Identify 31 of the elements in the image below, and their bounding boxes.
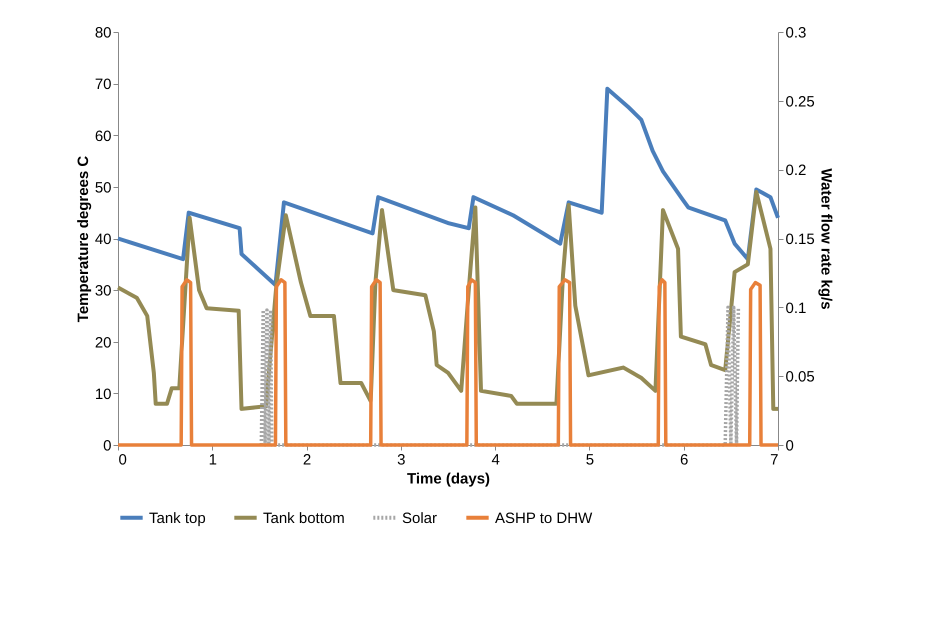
legend-label: ASHP to DHW <box>495 510 594 527</box>
x-tick-label: 2 <box>302 452 312 468</box>
y-tick-label: 30 <box>94 282 112 300</box>
y2-tick-label: 0.25 <box>786 93 815 110</box>
y2-axis-title: Water flow rate kg/s <box>818 168 835 310</box>
y2-tick-label: 0.15 <box>786 231 815 248</box>
x-tick-label: 3 <box>397 452 406 468</box>
legend-label: Tank bottom <box>263 510 345 527</box>
y-tick-label: 0 <box>103 438 112 454</box>
y-tick-label: 20 <box>94 334 112 352</box>
x-tick-label: 7 <box>770 452 778 468</box>
legend-label: Tank top <box>149 510 206 527</box>
x-axis-title: Time (days) <box>406 470 490 488</box>
x-tick-label: 6 <box>680 452 688 468</box>
y2-tick-label: 0.1 <box>786 300 806 317</box>
x-tick-label: 0 <box>118 452 127 468</box>
y-tick-label: 50 <box>94 179 112 196</box>
legend-label: Solar <box>402 510 438 527</box>
y-tick-label: 60 <box>94 128 112 145</box>
x-tick-label: 1 <box>208 452 217 468</box>
y-tick-label: 80 <box>94 24 112 42</box>
y2-tick-label: 0.05 <box>786 368 815 386</box>
x-tick-label: 5 <box>586 452 594 468</box>
y2-tick-label: 0.3 <box>786 24 806 42</box>
y-tick-label: 10 <box>94 386 112 403</box>
y-tick-label: 70 <box>94 76 112 94</box>
y2-tick-label: 0 <box>786 438 794 454</box>
y2-tick-label: 0.2 <box>786 162 806 180</box>
y-axis-title: Temperature degrees C <box>74 156 92 322</box>
x-tick-label: 4 <box>491 452 500 468</box>
y-tick-label: 40 <box>94 231 112 248</box>
